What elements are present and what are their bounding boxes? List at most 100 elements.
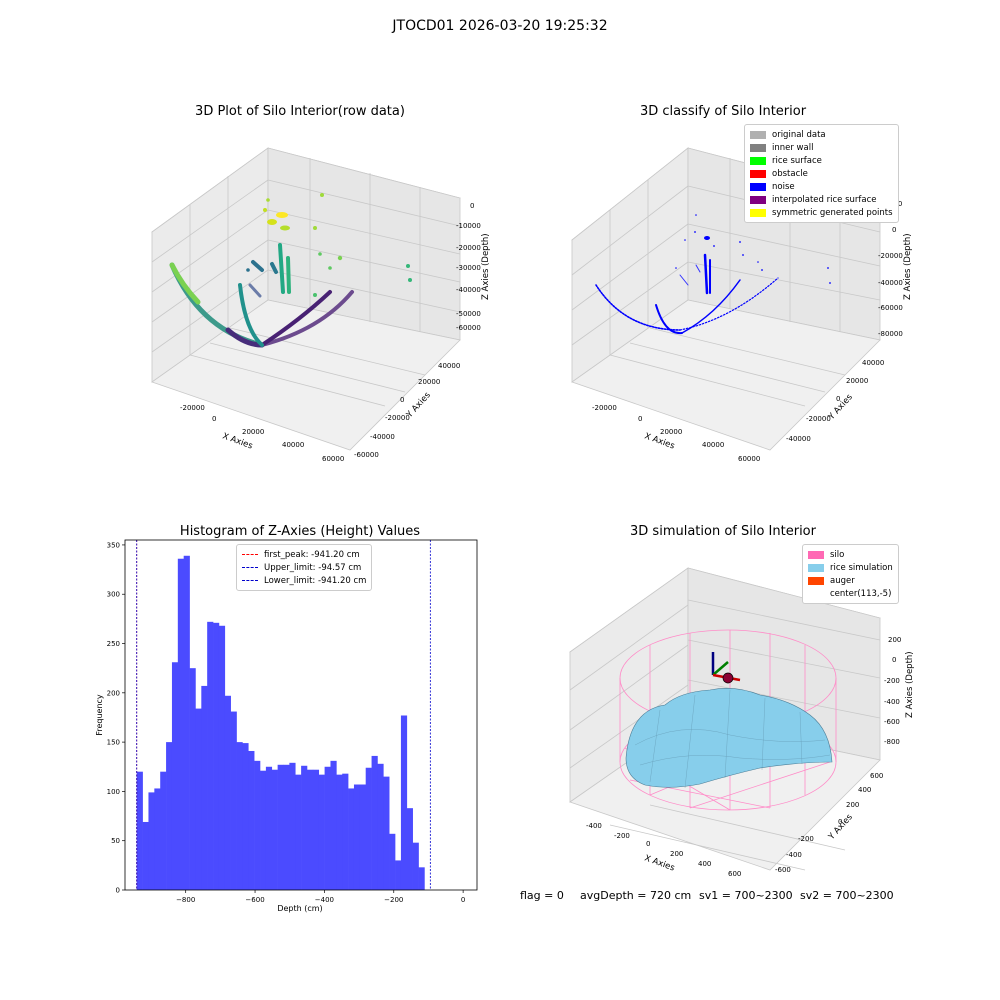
x-tick-label: −600: [245, 896, 264, 904]
legend-item: obstacle: [750, 167, 893, 180]
histogram-bar: [400, 715, 408, 890]
legend-swatch: [750, 156, 766, 165]
plot1-trace-right-inner: [260, 290, 332, 347]
histogram-bar: [324, 766, 331, 890]
histogram-bar: [265, 766, 273, 890]
p1-ztick-0: -60000: [456, 324, 481, 332]
histogram-bar: [248, 750, 255, 890]
hist-legend: first_peak: -941.20 cm Upper_limit: -94.5…: [236, 544, 373, 591]
histogram-bar: [218, 625, 226, 890]
plot4-legend: silo rice simulation auger center(113,-5): [802, 544, 899, 604]
legend-label: Lower_limit: -941.20 cm: [264, 575, 367, 586]
legend-label: noise: [772, 181, 795, 192]
p4-ztick-0: -800: [884, 738, 900, 746]
hist-frame: [124, 539, 478, 891]
p2-ztick-4: 0: [892, 226, 896, 234]
p2-ytick-2: 0: [836, 395, 840, 403]
p4-ztick-1: -600: [884, 718, 900, 726]
histogram-bar: [260, 770, 267, 890]
legend-label: interpolated rice surface: [772, 194, 877, 205]
plot4-title: 3D simulation of Silo Interior: [630, 524, 816, 539]
p1-ytick-1: -40000: [370, 433, 395, 441]
p1-ytick-0: -60000: [354, 451, 379, 459]
legend-label: original data: [772, 129, 826, 140]
p1-xtick-1: 0: [212, 415, 216, 423]
p1-xtick-2: 20000: [242, 428, 264, 436]
legend-label: Upper_limit: -94.57 cm: [264, 562, 362, 573]
y-tick-label: 200: [107, 689, 120, 697]
histogram-bar: [336, 774, 343, 890]
histogram-bar: [348, 788, 355, 890]
p2-xtick-1: 0: [638, 415, 642, 423]
plot1-trace-short-3: [248, 283, 262, 298]
histogram-bar: [236, 742, 243, 890]
status-sv1: sv1 = 700~2300: [699, 889, 793, 902]
y-tick-label: 150: [107, 739, 120, 747]
legend-item: rice simulation: [808, 561, 893, 574]
plot1-trace-left-top: [169, 262, 201, 305]
p4-xtick-0: -400: [586, 822, 602, 830]
legend-label: obstacle: [772, 168, 808, 179]
histogram-bar: [359, 784, 367, 890]
status-flag: flag = 0: [520, 889, 564, 902]
histogram-bar: [148, 792, 155, 890]
p2-ylabel: Y Axies: [826, 392, 855, 423]
p4-ztick-2: -400: [884, 698, 900, 706]
legend-label: rice surface: [772, 155, 822, 166]
p2-xtick-3: 40000: [702, 441, 724, 449]
y-tick-label: 50: [111, 837, 120, 845]
p2-ytick-0: -40000: [786, 435, 811, 443]
legend-swatch: [808, 589, 824, 598]
histogram-bar: [160, 771, 167, 890]
p2-zlabel: Z Axies (Depth): [903, 233, 913, 300]
histogram-bar: [254, 760, 261, 890]
plot2-3d-axes: -20000 0 20000 40000 60000 -40000 -20000…: [571, 147, 913, 463]
histogram-bar: [154, 788, 161, 890]
p1-ytick-4: 20000: [418, 378, 440, 386]
hist-title: Histogram of Z-Axies (Height) Values: [179, 524, 421, 539]
histogram-bar: [242, 743, 249, 890]
plot1-trace-right: [260, 290, 354, 347]
auger-marker: [711, 652, 741, 684]
legend-swatch: [808, 563, 824, 572]
x-tick-label: 0: [461, 896, 465, 904]
x-tick-label: −200: [384, 896, 403, 904]
histogram-bar: [283, 764, 290, 890]
p1-ztick-3: -30000: [456, 264, 481, 272]
plot1-3d-axes: -20000 0 20000 40000 60000 -60000 -40000…: [151, 147, 491, 463]
histogram-bar: [142, 821, 149, 890]
legend-swatch: [808, 576, 824, 585]
legend-swatch: [242, 567, 258, 568]
histogram-bar: [277, 764, 284, 890]
histogram-bar: [271, 769, 278, 890]
p4-ytick-4: 200: [846, 801, 859, 809]
histogram-bar: [418, 867, 425, 890]
p1-ytick-3: 0: [400, 396, 404, 404]
hist-ylabel: Frequency: [95, 694, 104, 736]
p1-zlabel: Z Axies (Depth): [481, 233, 491, 300]
figure-title: JTOCD01 2026-03-20 19:25:32: [392, 18, 608, 34]
legend-item: auger: [808, 574, 893, 587]
p2-ztick-2: -40000: [878, 279, 903, 287]
legend-item: silo: [808, 548, 893, 561]
histogram-bar: [312, 769, 320, 890]
legend-swatch: [242, 554, 258, 555]
plot4-3d-axes: -400 -200 0 200 400 600 -600 -400 -200 0…: [569, 567, 915, 878]
histogram-bar: [353, 784, 361, 890]
p2-xtick-4: 60000: [738, 455, 760, 463]
histogram-bar: [383, 776, 390, 890]
legend-label: symmetric generated points: [772, 207, 893, 218]
histogram-bar: [171, 662, 179, 890]
plot2-scatter: [675, 214, 831, 284]
histogram-bar: [377, 763, 384, 890]
p2-ytick-4: 40000: [862, 359, 884, 367]
histogram-bar: [195, 708, 202, 890]
p1-ytick-5: 40000: [438, 362, 460, 370]
legend-item: inner wall: [750, 141, 893, 154]
legend-swatch: [242, 580, 258, 581]
y-tick-label: 100: [107, 788, 120, 796]
p2-ytick-3: 20000: [846, 377, 868, 385]
histogram-bar: [412, 842, 419, 890]
plot2-noise-points: [595, 253, 779, 335]
rice-simulation-surface: [625, 688, 833, 788]
